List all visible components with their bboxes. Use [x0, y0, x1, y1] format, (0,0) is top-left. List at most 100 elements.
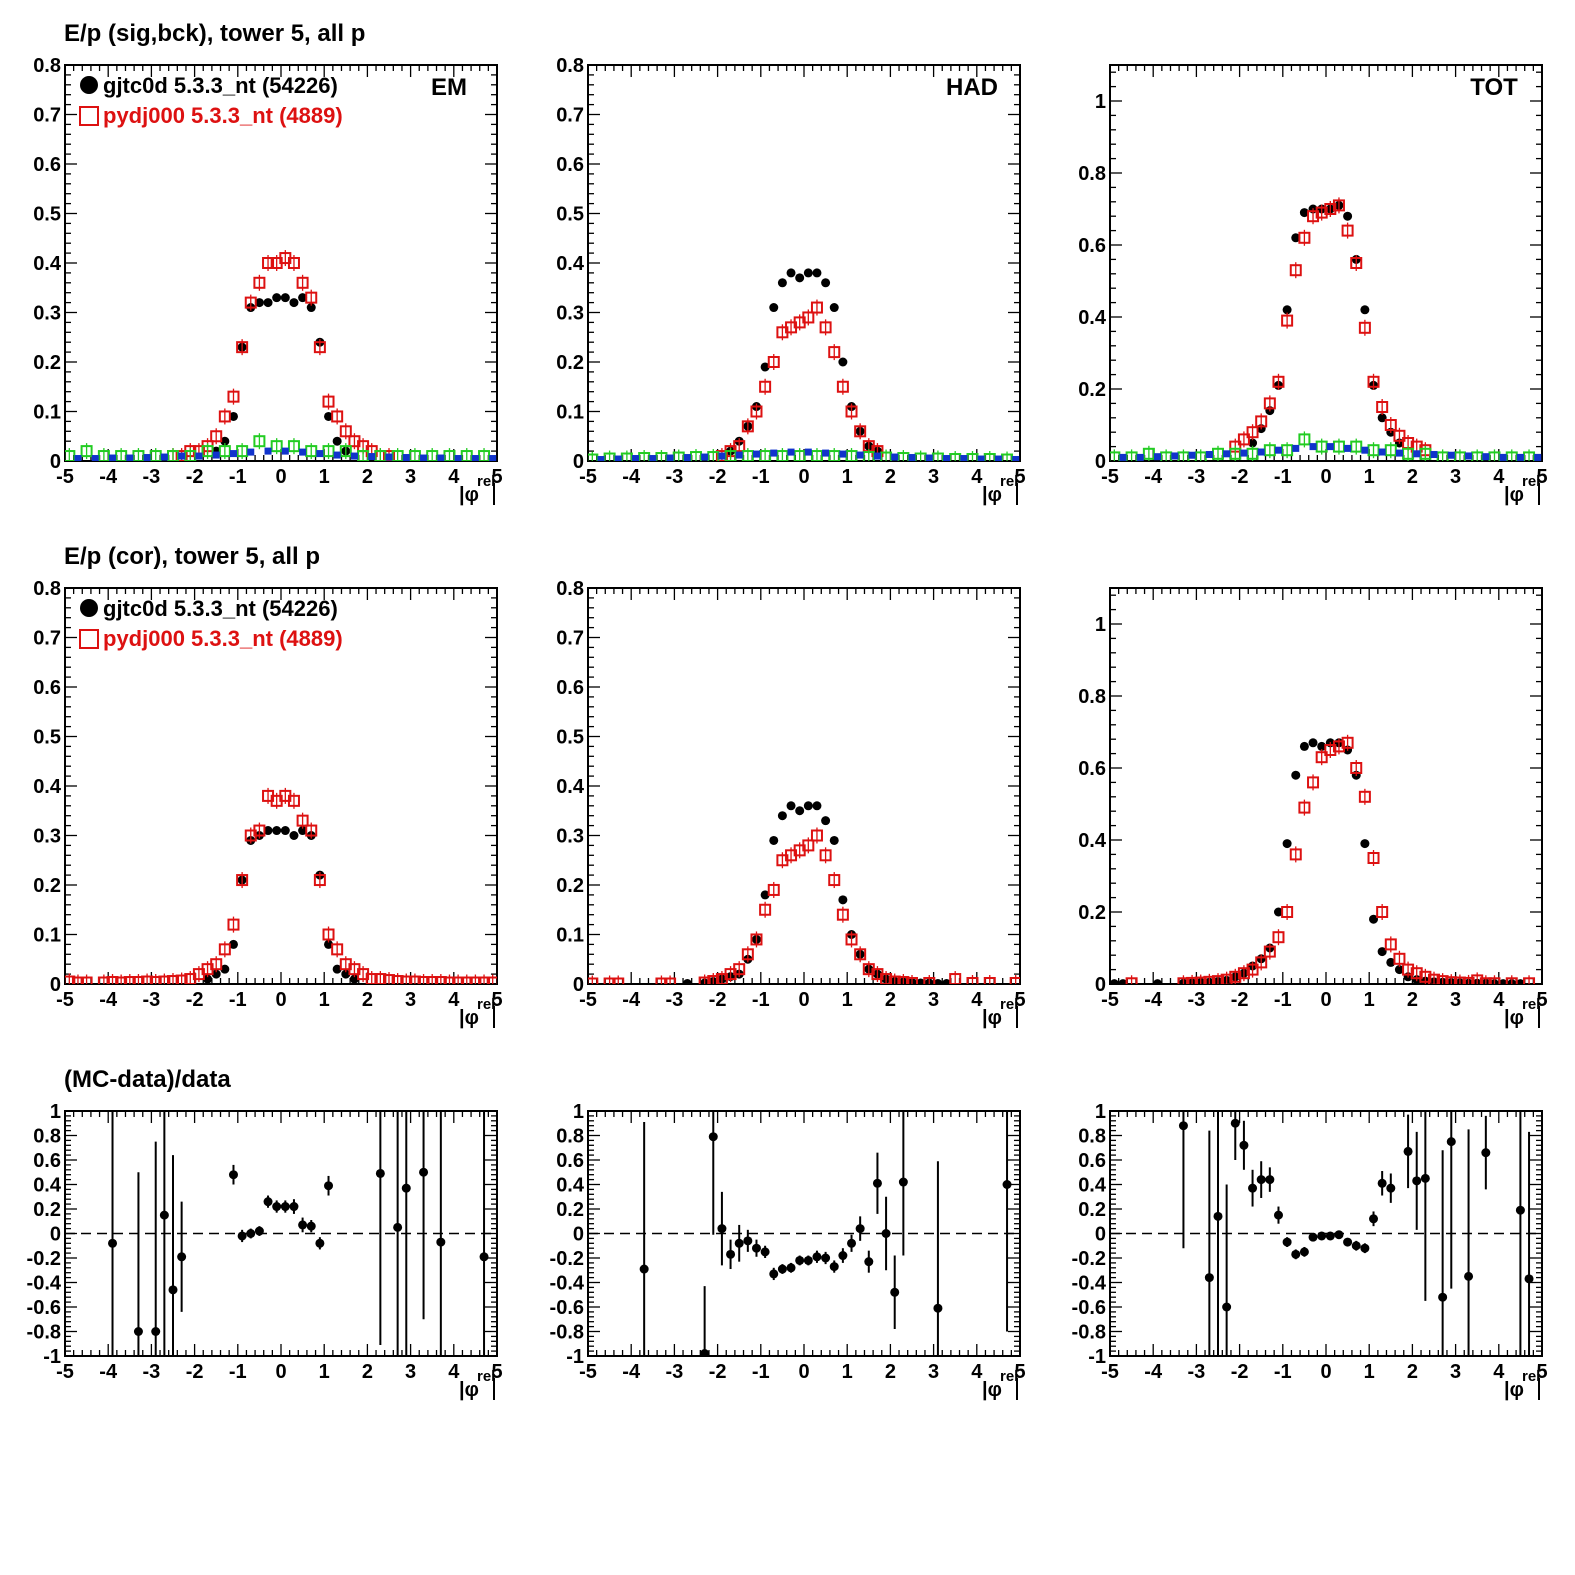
data-point [1248, 1183, 1258, 1193]
bck-point [614, 455, 622, 461]
legend-marker-mc [79, 629, 99, 649]
x-axis-label: |φ [982, 1007, 1002, 1029]
data-point [847, 1238, 857, 1248]
data-point [1369, 1214, 1379, 1224]
x-tick-label: 2 [885, 466, 896, 488]
data-point [717, 1224, 727, 1234]
x-tick-label: -1 [752, 466, 770, 488]
data-point [1386, 957, 1396, 967]
bck-point [666, 454, 674, 461]
y-tick-label: 0.6 [33, 677, 61, 699]
data-point [1291, 233, 1301, 243]
bck-point [195, 452, 203, 460]
data-point [1317, 741, 1327, 751]
x-tick-label: -2 [1231, 466, 1249, 488]
x-tick-label: -1 [752, 1361, 770, 1383]
x-tick-label: -3 [143, 1361, 161, 1383]
data-point [821, 278, 831, 288]
x-tick-label: 3 [1450, 1361, 1461, 1383]
data-point [1438, 1292, 1448, 1302]
y-tick-label: 0 [50, 1224, 61, 1246]
data-point [228, 1170, 238, 1180]
y-tick-label: -0.8 [550, 1322, 584, 1344]
x-tick-label: -3 [666, 989, 684, 1011]
data-point [228, 411, 238, 421]
y-tick-label: -0.4 [550, 1273, 585, 1295]
data-layer [1110, 197, 1542, 461]
data-point [812, 268, 822, 278]
data-point [263, 1197, 273, 1207]
y-tick-label: 0.1 [33, 402, 61, 424]
y-tick-label: 0 [573, 1224, 584, 1246]
data-point [306, 303, 316, 313]
x-tick-label: 1 [319, 466, 330, 488]
data-point [803, 268, 813, 278]
y-tick-label: -0.4 [1072, 1273, 1107, 1295]
x-tick-label: -2 [709, 466, 727, 488]
data-layer [588, 268, 1020, 461]
bck-point [804, 448, 812, 456]
data-point [734, 1238, 744, 1248]
data-point [1524, 1274, 1534, 1284]
data-layer [65, 250, 497, 461]
x-tick-label: -1 [229, 1361, 247, 1383]
y-tick-label: 0 [573, 974, 584, 996]
plot-frame [587, 587, 1021, 985]
x-tick-label: -5 [56, 1361, 74, 1383]
data-point [1153, 979, 1163, 984]
x-tick-label: -1 [1274, 1361, 1292, 1383]
x-tick-label: 0 [275, 1361, 286, 1383]
y-tick-label: 0.6 [1078, 235, 1106, 257]
y-tick-label: 0.8 [33, 55, 61, 77]
bck-point [649, 455, 657, 461]
data-point [1420, 1173, 1430, 1183]
x-tick-label: -4 [622, 1361, 641, 1383]
panel-had-ratio: -5 -4 -3 -2 -1 0 1 2 3 4 5-1-0.8-0.6-0.4-0.200.20.… [550, 1101, 1026, 1401]
data-point [254, 298, 264, 308]
y-tick-label: 0.5 [556, 204, 584, 226]
data-point [1299, 741, 1309, 751]
y-tick-label: -0.2 [27, 1248, 61, 1270]
bck-point [960, 455, 968, 461]
data-point [419, 1167, 429, 1177]
data-point [289, 298, 299, 308]
y-tick-label: -0.6 [27, 1297, 61, 1319]
x-tick-label: 1 [319, 989, 330, 1011]
y-tick-label: 0.2 [556, 1199, 584, 1221]
bck-point [1292, 444, 1300, 452]
bck-point [1361, 446, 1369, 454]
data-point [786, 268, 796, 278]
x-tick-label: 5 [491, 1361, 502, 1383]
x-tick-label: -5 [1101, 466, 1119, 488]
x-axis-label: |φ [1504, 1379, 1524, 1401]
y-tick-label: 0.3 [33, 826, 61, 848]
data-point [1515, 1205, 1525, 1215]
data-point [803, 801, 813, 811]
x-tick-label: 3 [405, 1361, 416, 1383]
panel-label: TOT [1470, 74, 1518, 101]
data-point [795, 806, 805, 816]
y-tick-label: 0.4 [1078, 830, 1107, 852]
data-point [280, 293, 290, 303]
bck-point [1136, 453, 1144, 461]
bck-point [1430, 451, 1438, 459]
panel-label: EM [431, 74, 467, 101]
x-axis-label-sup: rel [477, 1368, 495, 1385]
x-tick-label: 3 [1450, 466, 1461, 488]
x-tick-label: -4 [622, 466, 641, 488]
y-tick-label: 0.2 [1078, 1199, 1106, 1221]
data-point [220, 436, 230, 446]
y-tick-label: -0.8 [1072, 1322, 1106, 1344]
x-tick-label: -5 [1101, 989, 1119, 1011]
data-point [298, 1220, 308, 1230]
bck-point [316, 450, 324, 458]
bck-point [1482, 453, 1490, 461]
data-point [1498, 979, 1508, 984]
y-tick-label: 1 [50, 1101, 61, 1123]
x-tick-label: -5 [56, 466, 74, 488]
legend-marker-data [80, 599, 98, 617]
x-tick-label: -1 [1274, 989, 1292, 1011]
panel-label: HAD [946, 74, 998, 101]
x-tick-label: -5 [56, 989, 74, 1011]
